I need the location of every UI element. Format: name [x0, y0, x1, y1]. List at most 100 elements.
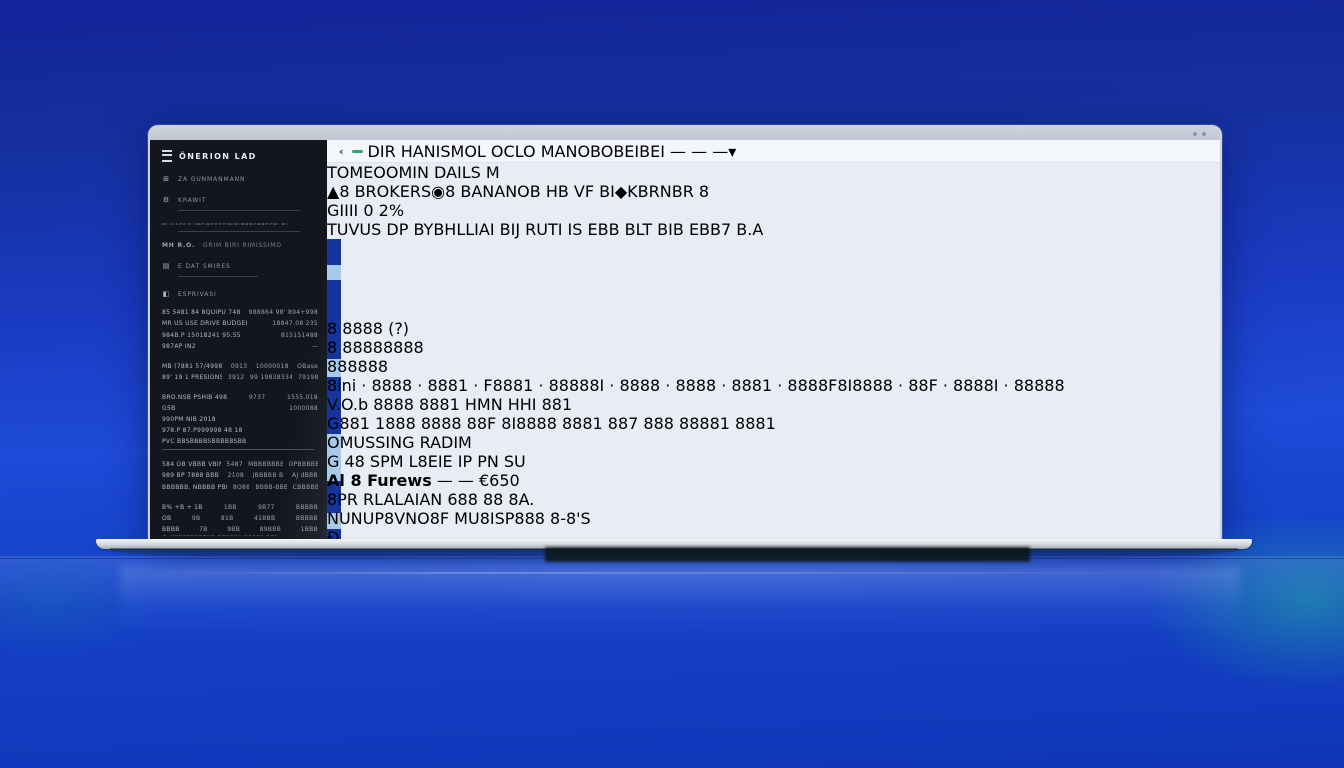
bar: [327, 528, 341, 541]
wallet-icon: ◧: [162, 290, 171, 299]
sidebar-footer: © OBRETEBBTSD DERESS NESSS 571.: [162, 535, 318, 536]
header-corner-icon[interactable]: ▾: [728, 141, 737, 161]
laptop-hinge: [545, 547, 1030, 562]
x-axis-labels: 8ini · 8888 · 8881 · F8881 · 88888I · 88…: [327, 376, 1065, 395]
ledger-row: MR US USE DRIVE BUDGEI 18847.08 235: [162, 320, 318, 328]
sidebar-section: MH R.O. GRIM BIRI RIMISSIMO: [162, 242, 282, 250]
legend-item: ◉8 BANANOB HB VF BI: [431, 182, 615, 201]
media-tile: Ð: [327, 528, 1220, 541]
ledger-row: BBBBBB. NBBBB PBB 8O88 BBBB-BBB CBBBBB: [162, 483, 318, 491]
ledger-row: 584 OB VBBB VBIN 5487 MBBBBBBB OPBBBBB: [162, 461, 318, 469]
legend-item: SP888 8-8'S: [494, 509, 591, 528]
kpi-donut: GIIII 0 2%: [327, 201, 405, 220]
sidebar: ÖNERION LAD ⊞ ZA GUNMANMANN ⚙ KRAWIT BUA…: [150, 140, 327, 541]
dashboard-content: TOMEOOMIN DAILS M ▲8 BROKERS◉8 BANANOB H…: [327, 163, 1220, 541]
chart-note-panel: 8 8888 (?) 8 88888888 888888: [327, 319, 424, 376]
ledger-row: BBBB 7B 9BB 89BBB 1BBB: [162, 525, 318, 533]
ledger-row: OB 9B 81B 41BBB BBBBB: [162, 514, 318, 522]
ledger-row: 990PM NIB 2018: [162, 416, 216, 424]
gear-icon: ⚙: [162, 196, 171, 204]
gradient-coin-icon: Ð: [327, 528, 340, 541]
mini-chart-a: V.O.b 8888 8881 HMN HHI 881: [327, 395, 573, 414]
ledger-row: PVC BBSBBBBSBBBBBSBB: [162, 438, 247, 446]
sidebar-ledger-4: 584 OB VBBB VBIN 5487 MBBBBBBB OPBBBBB 989 B…: [162, 459, 318, 492]
panel-subtitle: G 48 SPM L8EIE IP PN SU: [327, 452, 526, 471]
legend-item: LALAIAN 6: [374, 490, 458, 509]
mini-charts: V.O.b 8888 8881 HMN HHI 881 G881 1888 88…: [327, 395, 1220, 433]
legend-item: 88 88 8A.: [457, 490, 535, 509]
panel-title: OMUSSING RADIM: [327, 433, 472, 452]
title-link[interactable]: — — —: [670, 141, 729, 161]
card-caption: TUVUS DP BYBHLLIAI BIJ RUTI IS EBB BLT B…: [327, 220, 764, 239]
bar: [327, 253, 341, 280]
divider: [178, 276, 258, 278]
bar: [327, 376, 341, 417]
sidebar-item-data-service[interactable]: ▤ E DAT SMIRES: [162, 262, 231, 271]
menu-icon[interactable]: [162, 150, 172, 162]
bar: [327, 315, 341, 332]
back-button[interactable]: ‹: [339, 144, 344, 158]
card-legend: ▲8 BROKERS◉8 BANANOB HB VF BI◆KBRNBR 8: [327, 182, 1220, 201]
ledger-row: BRO.NSB PSHIB 498 9737 1555.018: [162, 393, 318, 401]
sidebar-item-expenses[interactable]: ◧ ESPRIVASI: [162, 290, 217, 299]
ledger-row: 987AP IN2—: [162, 342, 318, 350]
sidebar-description: BUAASSALIBSIBSSSSIBIBIBBBSBBSSBI BL WUSS…: [162, 222, 318, 225]
database-icon: ▤: [162, 262, 171, 271]
window-titlebar: [150, 127, 1220, 140]
sidebar-ledger-2: MB (7881 57/4998 0913 10000018 OBase 89' 19 …: [162, 361, 318, 383]
sidebar-item-settings[interactable]: ⚙ KRAWIT: [162, 196, 207, 204]
overview-card: TOMEOOMIN DAILS M ▲8 BROKERS◉8 BANANOB H…: [327, 163, 1220, 239]
bar: [327, 331, 341, 377]
bar: [327, 416, 341, 481]
ledger-row: 978.P 87.P999998 48 18: [162, 427, 243, 435]
ledger-row: 89' 19 1 PRESIGNS 3912 99 19838334 79198: [162, 373, 318, 381]
laptop-screen: ÖNERION LAD ⊞ ZA GUNMANMANN ⚙ KRAWIT BUA…: [148, 125, 1222, 541]
reflection-streak: [160, 572, 1200, 574]
page-header: ‹ DIR HANISMOL OCLO MANOBOBEIBEI — — — ▾: [327, 140, 1220, 163]
brand-title: ÖNERION LAD: [179, 151, 257, 161]
legend-item: ▲8 BROKERS: [327, 182, 432, 201]
ledger-row: 984B.P 15018241 95.55 815151488: [162, 331, 318, 339]
brand: ÖNERION LAD: [162, 150, 318, 162]
legend-rows: 8PR RLALAIAN 688 88 8A. NUNUP8VNO8F MU8I…: [327, 490, 1220, 528]
ledger-row: G5B 1000088: [162, 404, 318, 412]
amount-value: €650: [479, 471, 520, 490]
currency-info: OMUSSING RADIM G 48 SPM L8EIE IP PN SU A…: [327, 433, 1220, 528]
sidebar-ledger-5: B% +B + 1B 1BB 9B77 BBBBB OB 9B 81B 41BBB BBBBB B…: [162, 502, 318, 535]
main-area: ‹ DIR HANISMOL OCLO MANOBOBEIBEI — — — ▾…: [327, 140, 1220, 541]
ledger-row: 85 5481 84 8QUIPU 748 988864 98' 894+998: [162, 309, 318, 317]
sidebar-ledger-1: 85 5481 84 8QUIPU 748 988864 98' 894+998 M…: [162, 307, 318, 351]
screen-content: ÖNERION LAD ⊞ ZA GUNMANMANN ⚙ KRAWIT BUA…: [150, 140, 1220, 541]
bar: [327, 480, 341, 529]
panel-top-overview: TOMEOOMIN DAILS M ▲8 BROKERS◉8 BANANOB H…: [327, 163, 1220, 541]
ledger-row: MB (7881 57/4998 0913 10000018 OBase: [162, 362, 318, 370]
divider: [178, 231, 300, 233]
main-bar-chart: 8 8888 (?) 8 88888888 888888 8ini · 8888…: [327, 239, 1220, 541]
panel-currency: OMUSSING RADIM G 48 SPM L8EIE IP PN SU A…: [327, 433, 1220, 541]
sidebar-ledger-3: BRO.NSB PSHIB 498 9737 1555.018 G5B 1000088 9…: [162, 392, 318, 447]
header-label: DIR: [367, 141, 396, 161]
legend-item: NUNUP8VNO: [327, 509, 430, 528]
laptop-base: [96, 539, 1252, 549]
page-title: HANISMOL OCLO MANOBOBEIBEI — — —: [400, 141, 729, 161]
bar-series: [327, 239, 1220, 541]
bar: [327, 279, 341, 316]
grid-icon: ⊞: [163, 175, 170, 183]
card-title: TOMEOOMIN DAILS M: [327, 163, 500, 182]
promo-image: GIIII 0 2%: [327, 201, 1220, 220]
bar: [327, 239, 341, 254]
divider: [178, 210, 300, 211]
laptop-reflection: [120, 566, 1240, 636]
legend-item: 8PR R: [327, 490, 375, 509]
legend-item: 8F MU8I: [429, 509, 495, 528]
divider: [162, 449, 314, 451]
ledger-row: B% +B + 1B 1BB 9B77 BBBBB: [162, 503, 318, 511]
window-dot[interactable]: [1202, 131, 1206, 136]
window-dot[interactable]: [1193, 131, 1197, 136]
sidebar-item-overview[interactable]: ⊞ ZA GUNMANMANN: [163, 175, 246, 183]
ledger-row: 989 BP 7888 BBB 2108 JBBBBB B AJ dBBB: [162, 472, 318, 480]
legend-item: ◆KBRNBR 8: [614, 182, 710, 201]
mini-chart-b: G881 1888 8888 88F 8I8888 8881 887 888 8…: [327, 414, 776, 433]
meta-row: Al 8 Furews — — €650: [327, 471, 520, 490]
status-tick: [351, 149, 363, 153]
